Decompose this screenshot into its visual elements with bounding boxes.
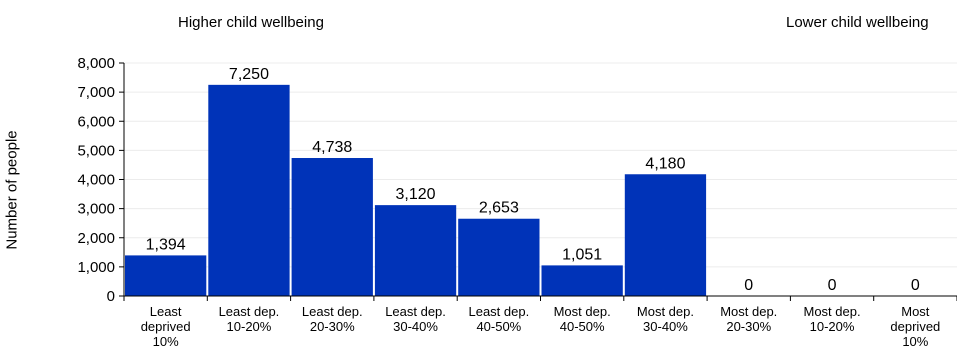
data-label: 4,738 bbox=[312, 139, 352, 156]
x-tick-label: Least dep. 20-30% bbox=[302, 304, 363, 334]
y-tick-label: 2,000 bbox=[77, 230, 115, 247]
data-label: 4,180 bbox=[645, 155, 685, 172]
y-tick-label: 3,000 bbox=[77, 201, 115, 218]
x-tick-label: Least dep. 30-40% bbox=[385, 304, 446, 334]
bar bbox=[125, 255, 207, 296]
x-tick-label: Most deprived 10% bbox=[890, 304, 940, 349]
bar bbox=[458, 218, 540, 296]
y-tick-label: 8,000 bbox=[77, 55, 115, 72]
x-tick-label: Least deprived 10% bbox=[141, 304, 191, 349]
bar bbox=[374, 205, 457, 296]
data-label: 2,653 bbox=[479, 200, 519, 217]
data-label: 0 bbox=[911, 277, 920, 294]
data-label: 0 bbox=[828, 277, 837, 294]
y-tick-label: 0 bbox=[107, 288, 115, 305]
data-label: 1,394 bbox=[146, 236, 186, 253]
y-tick-label: 4,000 bbox=[77, 172, 115, 189]
bar bbox=[291, 158, 373, 296]
data-label: 3,120 bbox=[396, 186, 436, 203]
annotation-higher-wellbeing: Higher child wellbeing bbox=[178, 14, 324, 31]
data-label: 0 bbox=[744, 277, 753, 294]
bar bbox=[624, 174, 707, 296]
x-tick-label: Most dep. 40-50% bbox=[554, 304, 611, 334]
data-label: 1,051 bbox=[562, 246, 602, 263]
x-tick-label: Most dep. 20-30% bbox=[720, 304, 777, 334]
y-tick-label: 7,000 bbox=[77, 84, 115, 101]
y-tick-label: 1,000 bbox=[77, 259, 115, 276]
bar bbox=[541, 265, 623, 296]
x-tick-label: Least dep. 40-50% bbox=[468, 304, 529, 334]
x-tick-label: Most dep. 10-20% bbox=[804, 304, 861, 334]
y-tick-label: 5,000 bbox=[77, 142, 115, 159]
data-label: 7,250 bbox=[229, 66, 269, 83]
bar bbox=[208, 84, 290, 296]
x-tick-label: Most dep. 30-40% bbox=[637, 304, 694, 334]
x-tick-label: Least dep. 10-20% bbox=[219, 304, 280, 334]
annotation-lower-wellbeing: Lower child wellbeing bbox=[786, 14, 929, 31]
y-tick-label: 6,000 bbox=[77, 113, 115, 130]
